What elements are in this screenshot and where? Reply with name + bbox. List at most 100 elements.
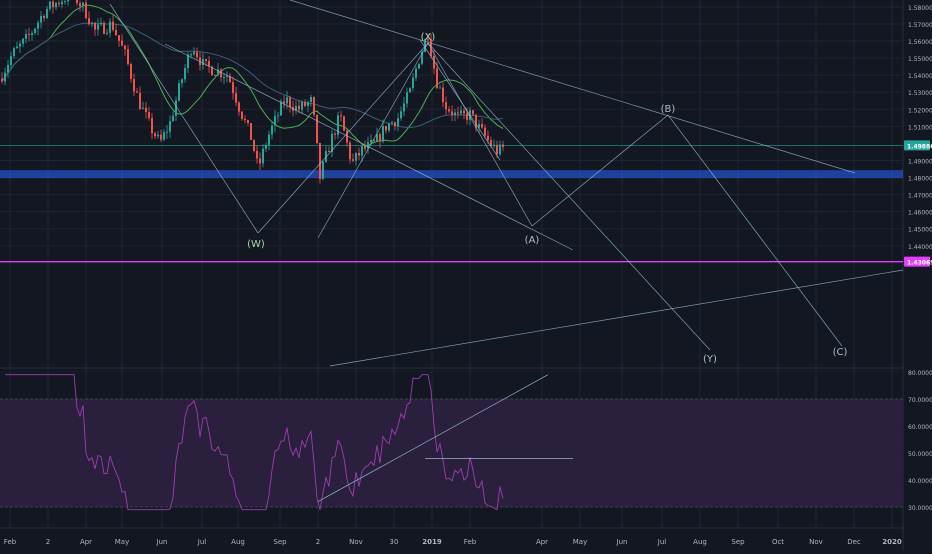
candle-body [400, 111, 402, 119]
candle-body [373, 139, 375, 141]
candle [475, 114, 477, 132]
candle [136, 88, 138, 93]
candle-body [421, 51, 423, 64]
candle [295, 101, 297, 115]
trend-line[interactable] [427, 42, 711, 351]
candle-body [250, 123, 252, 140]
candle-body [232, 82, 234, 94]
candle [4, 67, 6, 86]
candle [277, 112, 279, 123]
candle [304, 99, 306, 108]
candle [421, 49, 423, 66]
candle-body [268, 134, 270, 146]
time-tick-label: Jun [156, 538, 168, 546]
candle [334, 131, 336, 140]
time-axis[interactable]: Feb 2 Apr May Jun Jul Aug Sep 2 Nov 30 2019 Feb Apr Ma… [4, 538, 902, 546]
candle-body [193, 52, 195, 55]
candle [343, 115, 345, 132]
trend-line[interactable] [419, 39, 501, 161]
trend-line[interactable] [289, 0, 856, 174]
trend-line[interactable] [317, 42, 429, 239]
candle-body [100, 22, 102, 25]
candle-body [184, 68, 186, 80]
candle-body [448, 109, 450, 112]
candle-body [481, 123, 483, 128]
candle-body [280, 101, 282, 116]
candle-body [160, 134, 162, 140]
candle [64, 0, 66, 5]
time-tick-label: Jul [657, 538, 667, 546]
candle-body [154, 133, 156, 137]
candle-body [442, 87, 444, 103]
candle [214, 74, 216, 77]
candle [106, 28, 108, 36]
candle [115, 23, 117, 36]
candle-body [205, 59, 207, 61]
candle-body [487, 135, 489, 141]
candle-body [223, 76, 225, 78]
wave-label: (W) [247, 239, 265, 250]
time-tick-label: May [115, 538, 129, 546]
candle-body [190, 54, 192, 56]
candle [358, 147, 360, 161]
trend-line[interactable] [667, 114, 843, 347]
candle-body [13, 48, 15, 57]
candle-body [349, 142, 351, 160]
candle [388, 122, 390, 133]
candle [148, 106, 150, 121]
trend-line[interactable] [531, 114, 669, 227]
candle [376, 127, 378, 142]
candle [262, 144, 264, 168]
candle-body [409, 88, 411, 93]
trend-line[interactable] [427, 42, 533, 227]
wave-label: (B) [661, 104, 676, 115]
price-axis[interactable]: 1.58000 1.57000 1.56000 1.55000 1.54000 1.530… [904, 5, 932, 512]
candle [55, 1, 57, 10]
candle [289, 95, 291, 113]
candle-body [493, 144, 495, 147]
candle [100, 17, 102, 27]
candle-body [163, 132, 165, 140]
candle-body [322, 161, 324, 179]
candle-body [85, 2, 87, 19]
candle [307, 100, 309, 113]
candle-body [91, 22, 93, 25]
candle [88, 11, 90, 26]
candle [268, 130, 270, 151]
candle-body [301, 101, 303, 110]
candle [253, 139, 255, 153]
candle-body [49, 1, 51, 9]
candle-body [202, 59, 204, 66]
candle [202, 52, 204, 70]
candle-body [388, 123, 390, 131]
candle [418, 63, 420, 70]
candle [412, 73, 414, 92]
candle-body [235, 93, 237, 103]
trend-line[interactable] [257, 42, 429, 234]
target-level-badge: 1.43069 [907, 260, 932, 267]
candle-body [106, 32, 108, 34]
candle [244, 115, 246, 124]
candle-body [418, 63, 420, 69]
time-tick-label: Oct [772, 538, 784, 546]
candle-body [451, 111, 453, 116]
candle [385, 125, 387, 134]
trend-line[interactable] [109, 3, 259, 234]
wave-label: (X) [421, 32, 436, 43]
support-zone [0, 170, 903, 179]
candle-body [325, 150, 327, 162]
candle-body [307, 101, 309, 106]
candle-body [244, 118, 246, 121]
trend-drawings[interactable] [109, 0, 904, 367]
candle [484, 124, 486, 139]
candle-body [229, 75, 231, 83]
price-tick-label: 1.44000 [908, 244, 932, 251]
candle-body [34, 28, 36, 33]
candle [454, 109, 456, 122]
trend-line[interactable] [329, 269, 904, 367]
time-tick-label: Jul [197, 538, 207, 546]
price-tick-label: 1.45000 [908, 227, 932, 234]
candle [403, 96, 405, 117]
